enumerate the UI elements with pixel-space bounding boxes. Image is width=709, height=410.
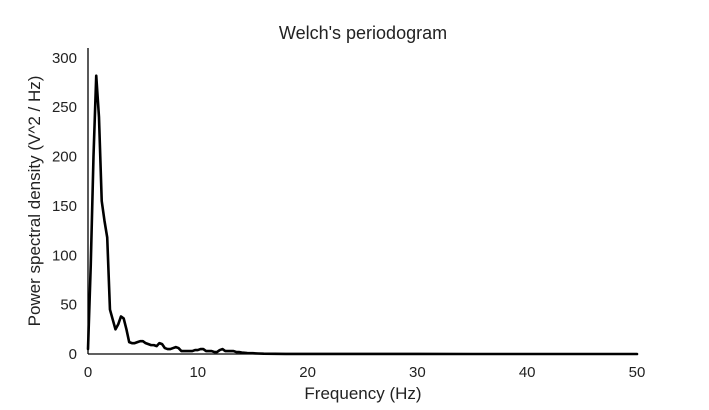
x-tick-label: 30 — [409, 364, 426, 381]
psd-series-line — [86, 74, 639, 356]
chart-title: Welch's periodogram — [279, 23, 447, 43]
series-layer — [86, 74, 639, 356]
y-tick-label: 50 — [60, 297, 77, 314]
y-tick-label: 100 — [52, 247, 77, 264]
x-tick-label: 40 — [519, 364, 536, 381]
y-tick-label: 0 — [69, 346, 77, 363]
y-axis-label: Power spectral density (V^2 / Hz) — [25, 76, 44, 327]
y-tick-label: 200 — [52, 149, 77, 166]
x-axis-label: Frequency (Hz) — [304, 384, 421, 403]
x-tick-label: 20 — [299, 364, 316, 381]
y-tick-labels: 0 50 100 150 200 250 300 — [52, 50, 77, 363]
y-tick-label: 300 — [52, 50, 77, 67]
x-tick-label: 0 — [84, 364, 92, 381]
x-tick-labels: 0 10 20 30 40 50 — [84, 364, 646, 381]
x-tick-label: 10 — [189, 364, 206, 381]
y-tick-label: 150 — [52, 198, 77, 215]
x-tick-label: 50 — [629, 364, 646, 381]
y-tick-label: 250 — [52, 99, 77, 116]
